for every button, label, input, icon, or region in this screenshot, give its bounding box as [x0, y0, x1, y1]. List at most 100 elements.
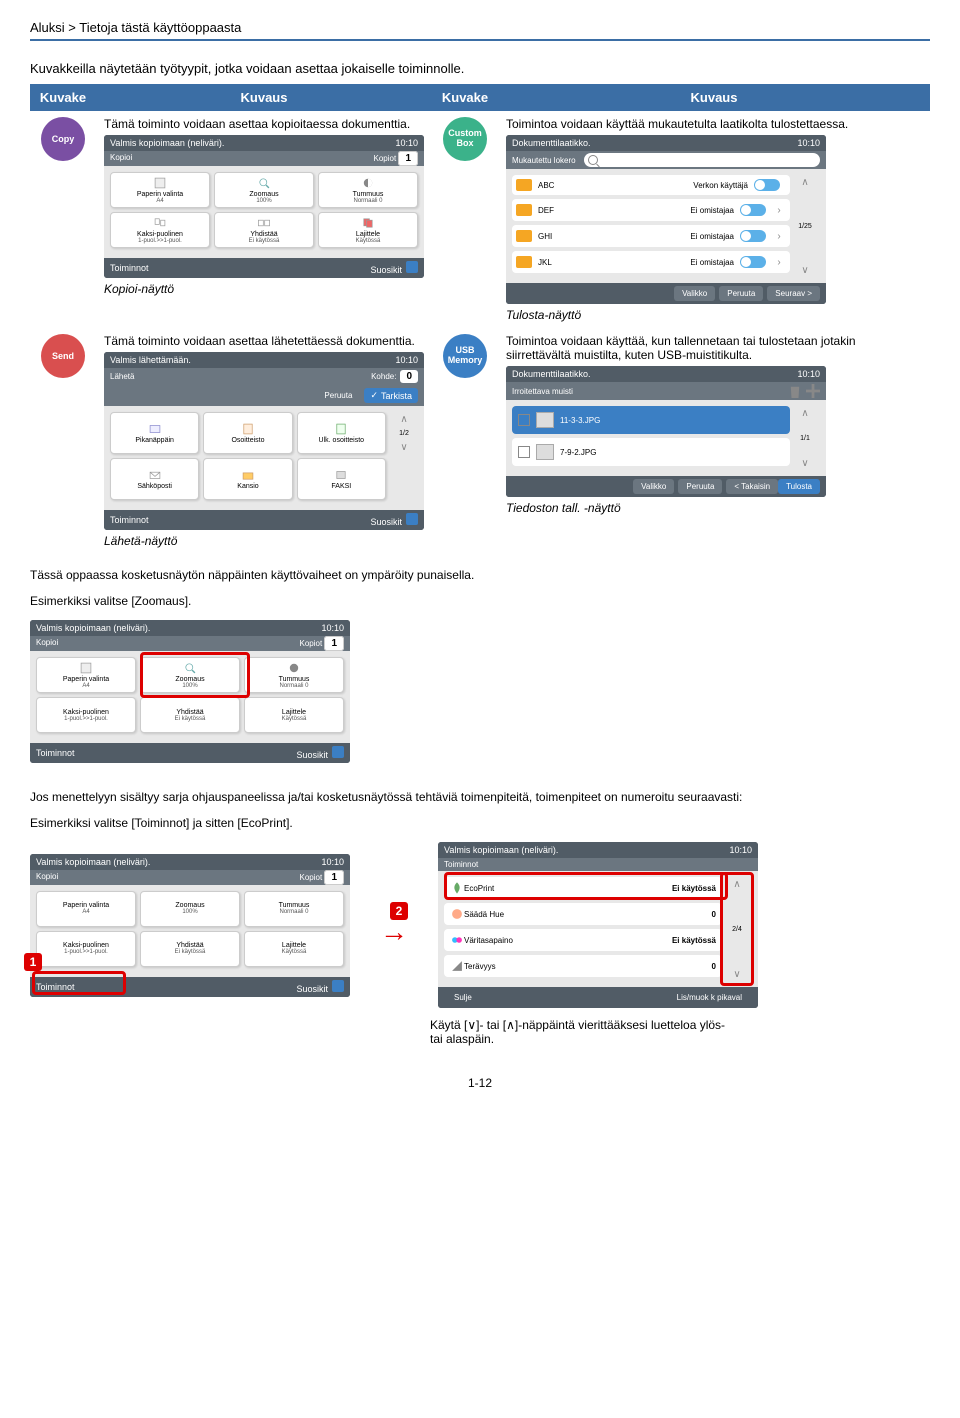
cancel-button[interactable]: Peruuta [719, 286, 763, 301]
thumb-icon [536, 444, 554, 460]
combine-button[interactable]: YhdistääEi käytössä [140, 931, 240, 967]
chevron-right-icon[interactable]: › [772, 255, 786, 269]
zoom-button[interactable]: Zoomaus100% [214, 172, 314, 208]
density-button[interactable]: TummuusNormaali 0 [244, 657, 344, 693]
scroll-note: Käytä [∨]- tai [∧]-näppäintä vierittääks… [430, 1018, 730, 1046]
usb-back-button[interactable]: < Takaisin [726, 479, 778, 494]
fax-button[interactable]: FAKSI [297, 458, 386, 500]
file-row[interactable]: 11-3-3.JPG [512, 406, 790, 434]
email-button[interactable]: Sähköposti [110, 458, 199, 500]
send-caption: Lähetä-näyttö [104, 534, 424, 548]
scroll-down-icon[interactable]: ∨ [730, 967, 744, 981]
paper-select-button[interactable]: Paperin valintaA4 [36, 891, 136, 927]
ex1-fav[interactable]: Suosikit [296, 750, 328, 760]
add-shortcut-button[interactable]: Lis/muok k pikaval [667, 990, 752, 1005]
box-row[interactable]: JKLEi omistajaa› [512, 251, 790, 273]
sharpness-row[interactable]: Terävyys0 [444, 955, 722, 977]
scroll-down-icon[interactable]: ∨ [798, 263, 812, 277]
usb-cancel-button[interactable]: Peruuta [678, 479, 722, 494]
zoom-button-highlighted[interactable]: Zoomaus100% [140, 657, 240, 693]
combine-button[interactable]: YhdistääEi käytössä [140, 697, 240, 733]
paper-select-button[interactable]: Paperin valintaA4 [110, 172, 210, 208]
ex1-title: Valmis kopioimaan (neliväri). [36, 623, 150, 633]
eco-pg: 2/4 [732, 926, 742, 933]
tulosta-panel: Dokumenttilaatikko. 10:10 Mukautettu lok… [506, 135, 826, 304]
proc-note: Jos menettelyyn sisältyy sarja ohjauspan… [30, 790, 930, 804]
density-button[interactable]: TummuusNormaali 0 [244, 891, 344, 927]
rule [30, 39, 930, 41]
duplex-button[interactable]: Kaksi-puolinen1-puol.>>1-puol. [36, 697, 136, 733]
density-button[interactable]: TummuusNormaali 0 [318, 172, 418, 208]
folder-button[interactable]: Kansio [203, 458, 292, 500]
example1-panel: Valmis kopioimaan (neliväri). 10:10 Kopi… [30, 620, 350, 763]
toggle[interactable] [740, 256, 766, 268]
plus-icon[interactable] [806, 384, 820, 398]
copy-foot-functions[interactable]: Toiminnot [110, 263, 149, 273]
colorbalance-row[interactable]: VäritasapainoEi käytössä [444, 929, 722, 951]
checkbox[interactable] [518, 414, 530, 426]
step-1-badge: 1 [24, 953, 42, 971]
sort-button[interactable]: LajitteleKäytössä [244, 931, 344, 967]
hdr-icon-1: Kuvake [30, 84, 96, 111]
sort-button[interactable]: LajitteleKäytössä [244, 697, 344, 733]
checkbox[interactable] [518, 446, 530, 458]
example2-label: Esimerkiksi valitse [Toiminnot] ja sitte… [30, 816, 930, 830]
search-input[interactable] [584, 153, 820, 167]
usb-print-button[interactable]: Tulosta [778, 479, 820, 494]
tulosta-title: Dokumenttilaatikko. [512, 138, 591, 148]
combine-button[interactable]: YhdistääEi käytössä [214, 212, 314, 248]
custom-box-icon: Custom Box [443, 117, 487, 161]
eco-time: 10:10 [729, 845, 752, 855]
paper-select-button[interactable]: Paperin valintaA4 [36, 657, 136, 693]
close-button[interactable]: Sulje [444, 990, 482, 1005]
scroll-up-icon[interactable]: ∧ [397, 412, 411, 426]
copy-panel-title: Valmis kopioimaan (neliväri). [110, 138, 224, 148]
scroll-down-icon[interactable]: ∨ [798, 456, 812, 470]
send-foot-functions[interactable]: Toiminnot [110, 515, 149, 525]
duplex-button[interactable]: Kaksi-puolinen1-puol.>>1-puol. [110, 212, 210, 248]
copy-icon: Copy [41, 117, 85, 161]
copy-text: Tämä toiminto voidaan asettaa kopioitaes… [104, 117, 424, 131]
type-table: Kuvake Kuvaus Kuvake Kuvaus Copy Tämä to… [30, 84, 930, 554]
sort-button[interactable]: LajitteleKäytössä [318, 212, 418, 248]
chevron-right-icon[interactable]: › [772, 203, 786, 217]
ecoprint-row[interactable]: EcoPrintEi käytössä [444, 877, 722, 899]
box-row[interactable]: DEFEi omistajaa› [512, 199, 790, 221]
functions-button-highlighted[interactable]: Toiminnot [36, 982, 75, 992]
scroll-up-icon[interactable]: ∧ [798, 406, 812, 420]
toggle[interactable] [740, 204, 766, 216]
zoom-button[interactable]: Zoomaus100% [140, 891, 240, 927]
usb-panel: Dokumenttilaatikko. 10:10 Irroitettava m… [506, 366, 826, 497]
thumb-icon [536, 412, 554, 428]
chevron-right-icon[interactable]: › [772, 229, 786, 243]
box-row[interactable]: GHIEi omistajaa› [512, 225, 790, 247]
box-row[interactable]: ABCVerkon käyttäjä [512, 175, 790, 195]
usb-text: Toimintoa voidaan käyttää, kun tallennet… [506, 334, 922, 362]
send-cancel-button[interactable]: Peruuta [316, 388, 360, 403]
hue-row[interactable]: Säädä Hue0 [444, 903, 722, 925]
folder-icon [516, 179, 532, 191]
quickkey-button[interactable]: Pikanäppäin [110, 412, 199, 454]
usb-menu-button[interactable]: Valikko [633, 479, 674, 494]
star-icon [406, 513, 418, 525]
duplex-button[interactable]: Kaksi-puolinen1-puol.>>1-puol. [36, 931, 136, 967]
scroll-down-icon[interactable]: ∨ [397, 440, 411, 454]
toggle[interactable] [754, 179, 780, 191]
trash-icon[interactable] [788, 384, 802, 398]
send-foot-fav[interactable]: Suosikit [370, 517, 402, 527]
fav-button[interactable]: Suosikit [296, 984, 328, 994]
example2-panel-right: Valmis kopioimaan (neliväri).10:10 Toimi… [438, 842, 758, 1008]
toggle[interactable] [740, 230, 766, 242]
send-check-button[interactable]: ✓Tarkista [364, 388, 418, 403]
ex1-functions[interactable]: Toiminnot [36, 748, 75, 758]
eco-sub: Toiminnot [444, 860, 478, 869]
ext-addressbook-button[interactable]: Ulk. osoitteisto [297, 412, 386, 454]
copy-foot-fav[interactable]: Suosikit [370, 265, 402, 275]
next-button[interactable]: Seuraav > [767, 286, 820, 301]
example2-panel-left: Valmis kopioimaan (neliväri).10:10 Kopio… [30, 854, 350, 997]
scroll-up-icon[interactable]: ∧ [730, 877, 744, 891]
addressbook-button[interactable]: Osoitteisto [203, 412, 292, 454]
menu-button[interactable]: Valikko [674, 286, 715, 301]
scroll-up-icon[interactable]: ∧ [798, 175, 812, 189]
file-row[interactable]: 7-9-2.JPG [512, 438, 790, 466]
